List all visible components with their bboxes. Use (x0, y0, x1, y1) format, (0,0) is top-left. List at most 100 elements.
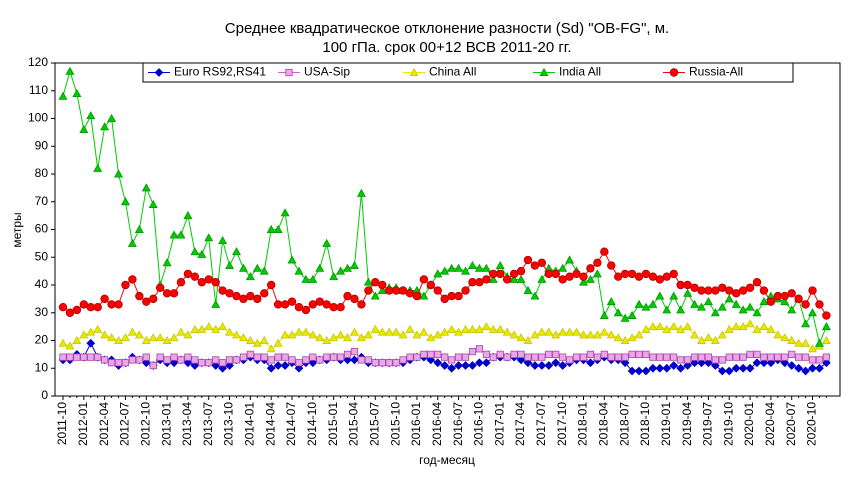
marker (107, 300, 116, 309)
marker (350, 294, 359, 304)
x-tick-label: 2016-10 (472, 402, 486, 446)
marker (662, 305, 672, 314)
marker (107, 333, 117, 342)
marker (537, 274, 547, 283)
marker (384, 286, 394, 295)
marker (822, 353, 831, 361)
y-tick-label: 80 (35, 166, 49, 180)
marker (495, 324, 505, 333)
marker (107, 359, 116, 367)
x-tick-label: 2012-04 (97, 402, 111, 446)
marker (641, 324, 651, 333)
x-tick-label: 2012-10 (138, 402, 152, 446)
x-tick-label: 2012-07 (118, 402, 132, 446)
marker (72, 88, 82, 97)
marker (309, 353, 317, 361)
marker (413, 353, 421, 361)
marker (474, 263, 484, 272)
marker (176, 230, 186, 239)
marker (690, 330, 700, 339)
marker (197, 278, 206, 287)
marker (259, 335, 269, 344)
x-tick-label: 2015-10 (388, 402, 402, 446)
marker (814, 338, 824, 347)
marker (86, 338, 96, 348)
marker (162, 289, 172, 298)
marker (760, 353, 768, 361)
marker (697, 335, 706, 344)
marker (732, 353, 740, 361)
marker (350, 327, 359, 336)
marker (539, 67, 549, 76)
marker (79, 124, 89, 134)
marker (65, 341, 75, 350)
marker (725, 353, 733, 361)
marker (649, 353, 657, 361)
marker (690, 353, 699, 361)
marker (107, 113, 117, 122)
marker (614, 353, 622, 361)
marker (655, 322, 665, 331)
marker (496, 350, 504, 358)
marker (267, 280, 276, 290)
marker (662, 272, 671, 281)
marker (329, 272, 339, 281)
x-tick-label: 2016-01 (409, 402, 423, 446)
marker (752, 324, 762, 333)
x-tick-label: 2014-04 (263, 402, 277, 446)
marker (634, 299, 644, 308)
marker (711, 286, 720, 295)
marker (405, 324, 415, 333)
marker (212, 356, 220, 364)
marker (538, 353, 546, 361)
marker (329, 333, 339, 342)
marker (537, 327, 547, 336)
chart-title: 100 гПа. срок 00+12 ВСВ 2011-20 гг. (322, 39, 571, 56)
y-tick-label: 60 (35, 222, 49, 236)
marker (252, 338, 262, 347)
marker (440, 294, 449, 304)
marker (142, 353, 150, 361)
marker (301, 305, 311, 315)
marker (669, 322, 679, 331)
marker (134, 330, 144, 339)
marker (663, 353, 671, 361)
marker (656, 353, 664, 361)
marker (398, 330, 408, 339)
marker (274, 353, 282, 361)
marker (391, 286, 401, 295)
marker (384, 327, 394, 336)
marker (787, 335, 797, 344)
marker (308, 274, 318, 283)
marker (537, 361, 547, 370)
x-tick-label: 2012-01 (76, 402, 90, 446)
marker (245, 335, 255, 344)
marker (710, 361, 720, 370)
marker (655, 275, 665, 284)
marker (252, 263, 262, 272)
marker (475, 278, 484, 287)
marker (481, 358, 491, 368)
marker (218, 235, 228, 245)
marker (245, 272, 255, 281)
marker (759, 322, 769, 331)
marker (246, 350, 254, 358)
marker (752, 358, 762, 368)
marker (724, 324, 734, 333)
marker (225, 327, 235, 336)
marker (585, 274, 595, 283)
marker (322, 300, 331, 309)
y-axis-label: метры (10, 212, 24, 247)
marker (86, 303, 95, 312)
marker (620, 269, 630, 279)
marker (232, 356, 241, 364)
marker (634, 366, 644, 376)
marker (759, 358, 769, 368)
marker (356, 188, 366, 197)
marker (295, 359, 303, 367)
marker (766, 324, 776, 333)
marker (801, 319, 811, 328)
marker (648, 363, 658, 373)
marker (488, 274, 498, 283)
marker (801, 353, 810, 361)
